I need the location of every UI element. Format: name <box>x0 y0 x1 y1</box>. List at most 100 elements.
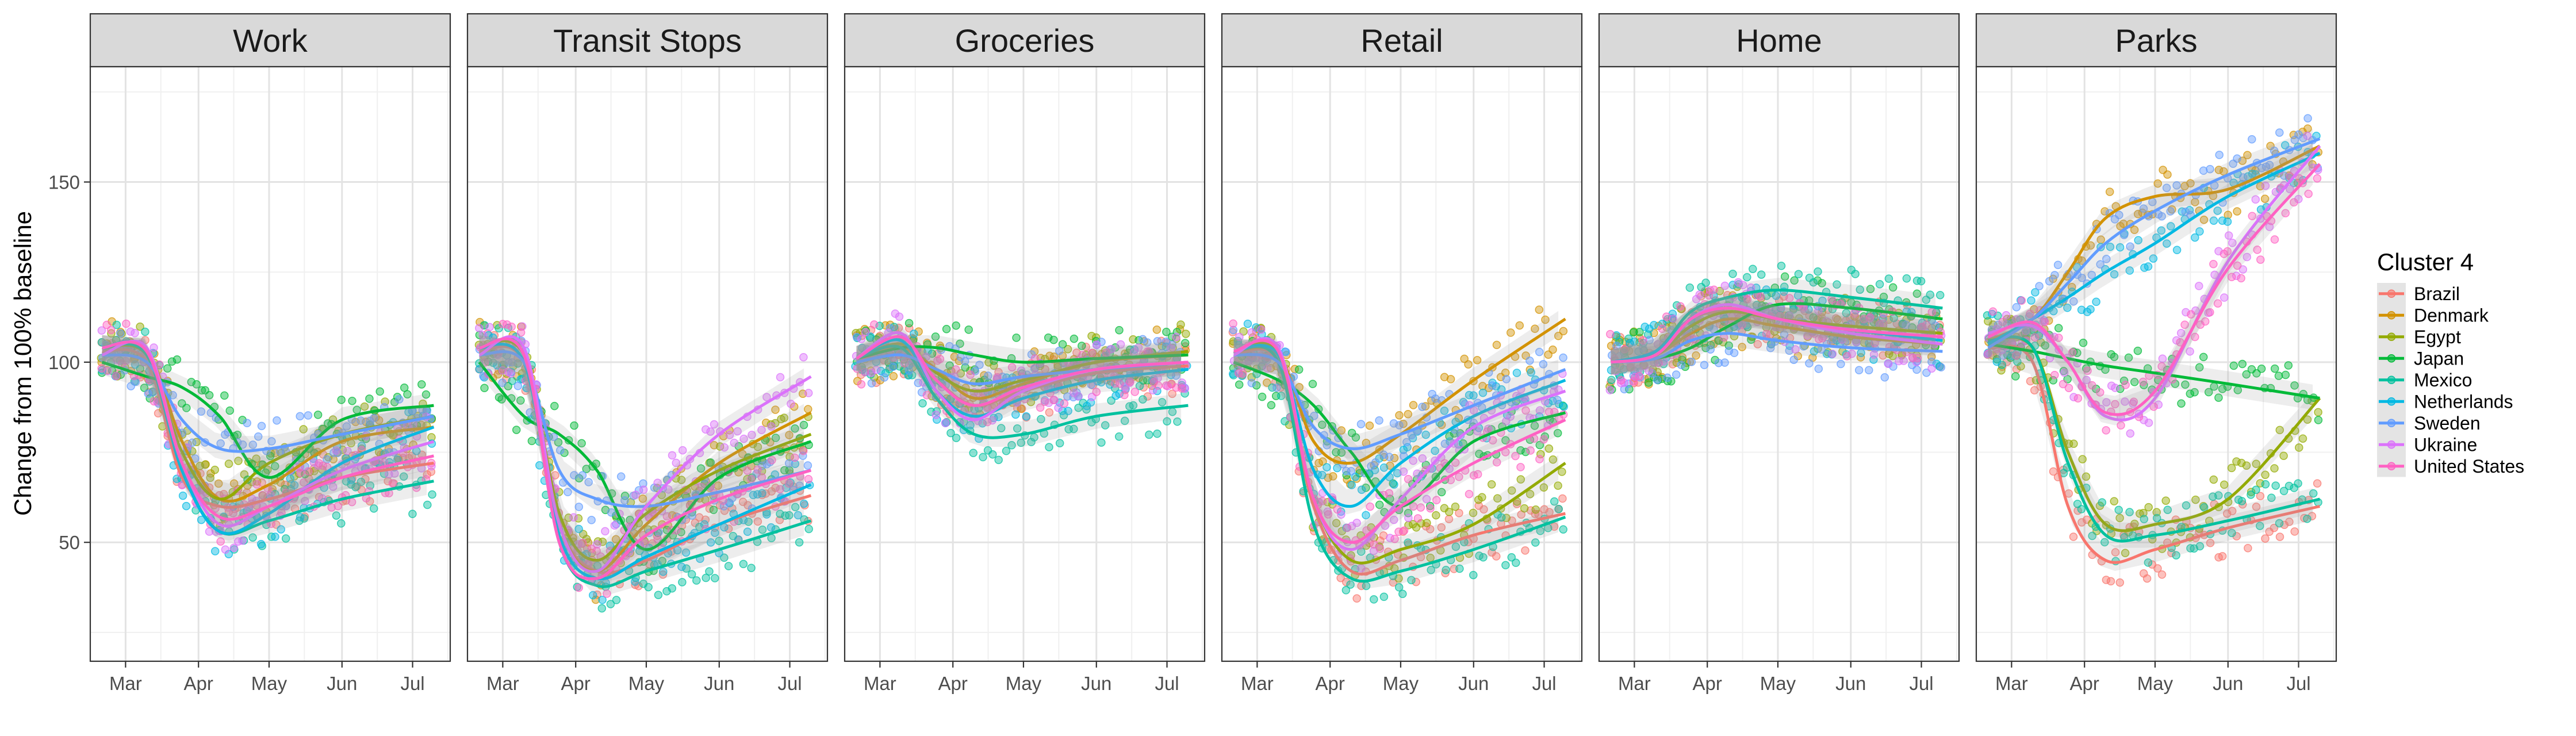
data-point <box>1409 401 1418 409</box>
data-point <box>2177 399 2186 408</box>
data-point <box>2224 231 2233 240</box>
data-point <box>374 416 384 425</box>
data-point <box>2157 570 2167 579</box>
x-tick-label: Jul <box>1909 673 1933 694</box>
data-point <box>804 524 813 534</box>
data-point <box>2256 255 2265 264</box>
data-point <box>1865 366 1873 375</box>
facet-title: Work <box>233 22 308 59</box>
data-point <box>1172 332 1180 342</box>
data-point <box>574 503 584 511</box>
data-point <box>1902 274 1911 283</box>
data-point <box>861 328 870 337</box>
data-point <box>1267 401 1276 409</box>
data-point <box>178 491 187 500</box>
data-point <box>348 396 356 405</box>
legend-title: Cluster 4 <box>2377 248 2474 275</box>
data-point <box>1663 373 1672 382</box>
data-point <box>2244 544 2252 553</box>
data-point <box>2271 481 2280 490</box>
x-tick-label: Jul <box>2286 673 2310 694</box>
data-point <box>1662 312 1671 321</box>
data-point <box>210 465 219 474</box>
data-point <box>225 406 234 415</box>
x-tick-label: Mar <box>109 673 142 694</box>
data-point <box>1789 355 1798 364</box>
data-point <box>1055 439 1064 447</box>
data-point <box>1548 345 1557 354</box>
data-point <box>1916 277 1926 286</box>
data-point <box>1395 411 1404 420</box>
data-point <box>356 477 366 486</box>
data-point <box>994 455 1003 465</box>
data-point <box>337 519 346 528</box>
x-tick-label: Jun <box>2213 673 2243 694</box>
data-point <box>271 462 279 471</box>
data-point <box>724 562 733 570</box>
data-point <box>421 390 431 399</box>
data-point <box>803 461 812 470</box>
data-point <box>1501 561 1510 570</box>
data-point <box>1120 390 1129 400</box>
data-point <box>1516 463 1525 471</box>
data-point <box>192 380 201 389</box>
data-point <box>574 583 583 592</box>
data-point <box>1605 386 1615 394</box>
data-point <box>337 396 346 404</box>
data-point <box>2281 370 2290 379</box>
data-point <box>116 329 125 338</box>
data-point <box>2199 352 2208 362</box>
data-point <box>2142 574 2152 583</box>
data-point <box>857 380 866 389</box>
data-point <box>739 559 748 569</box>
data-point <box>2209 259 2218 269</box>
data-point <box>2133 346 2142 355</box>
x-tick-label: May <box>1760 673 1796 694</box>
data-point <box>2092 297 2100 306</box>
data-point <box>1606 329 1615 339</box>
data-point <box>1937 363 1946 371</box>
data-point <box>480 384 489 393</box>
data-point <box>2261 480 2270 489</box>
data-point <box>2270 364 2279 373</box>
data-point <box>1365 421 1374 430</box>
data-point <box>2110 497 2119 505</box>
data-point <box>2011 372 2020 381</box>
data-point <box>512 425 521 434</box>
data-point <box>644 582 653 592</box>
data-point <box>304 411 313 420</box>
data-point <box>2079 339 2088 347</box>
data-point <box>188 438 197 447</box>
data-point <box>1257 325 1266 334</box>
data-point <box>2248 135 2256 144</box>
data-point <box>1469 570 1478 580</box>
data-point <box>281 534 290 543</box>
data-point <box>1558 494 1567 503</box>
data-point <box>2229 361 2238 370</box>
data-point <box>1512 558 1520 568</box>
data-point <box>969 448 977 457</box>
legend-label: Ukraine <box>2414 434 2477 455</box>
data-point <box>475 324 484 332</box>
data-point <box>612 596 621 604</box>
data-point <box>2144 503 2153 512</box>
data-point <box>360 402 369 411</box>
data-point <box>361 474 370 484</box>
data-point <box>2274 371 2283 380</box>
data-point <box>1912 365 1921 374</box>
x-tick-label: Apr <box>184 673 213 694</box>
data-point <box>804 405 812 413</box>
data-point <box>286 474 295 483</box>
data-point <box>106 325 116 335</box>
x-tick-label: Mar <box>864 673 896 694</box>
data-point <box>2064 384 2073 392</box>
data-point <box>1153 430 1162 438</box>
x-tick-label: Apr <box>561 673 591 694</box>
data-point <box>248 440 258 449</box>
data-point <box>1487 480 1496 489</box>
data-point <box>2050 370 2059 379</box>
data-point <box>597 604 607 613</box>
data-point <box>2284 361 2293 370</box>
data-point <box>799 352 808 362</box>
